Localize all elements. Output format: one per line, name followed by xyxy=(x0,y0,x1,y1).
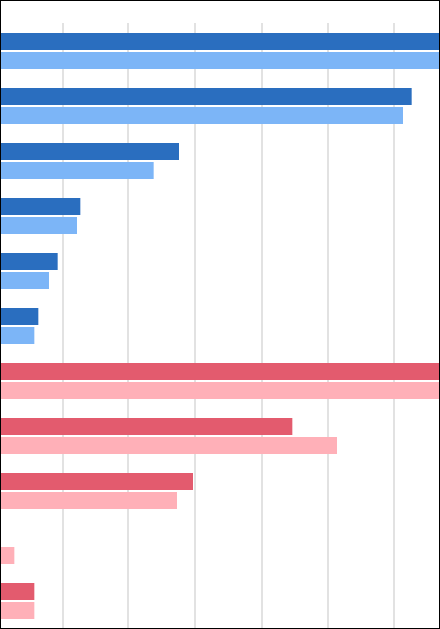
bar-group1-row2-series1 xyxy=(1,88,412,105)
bar-group2-row1-series2 xyxy=(1,382,439,399)
bars xyxy=(1,33,439,619)
bar-group1-row3-series2 xyxy=(1,162,154,179)
bar-group1-row2-series2 xyxy=(1,107,403,124)
bar-group2-row3-series2 xyxy=(1,492,177,509)
bar-group1-row1-series1 xyxy=(1,33,439,50)
bar-group1-row5-series1 xyxy=(1,253,58,270)
bar-group2-row2-series2 xyxy=(1,437,337,454)
bar-group2-row1-series1 xyxy=(1,363,439,380)
bar-group2-row5-series1 xyxy=(1,583,35,600)
bar-group2-row4-series2 xyxy=(1,547,15,564)
bar-group2-row5-series2 xyxy=(1,602,35,619)
bar-group2-row2-series1 xyxy=(1,418,293,435)
bar-group1-row1-series2 xyxy=(1,52,439,69)
bar-group1-row4-series2 xyxy=(1,217,77,234)
bar-group1-row6-series2 xyxy=(1,327,35,344)
bar-group1-row5-series2 xyxy=(1,272,49,289)
bar-group2-row3-series1 xyxy=(1,473,193,490)
bar-group1-row4-series1 xyxy=(1,198,81,215)
gridlines xyxy=(62,23,395,628)
bar-group1-row3-series1 xyxy=(1,143,179,160)
bar-group1-row6-series1 xyxy=(1,308,39,325)
